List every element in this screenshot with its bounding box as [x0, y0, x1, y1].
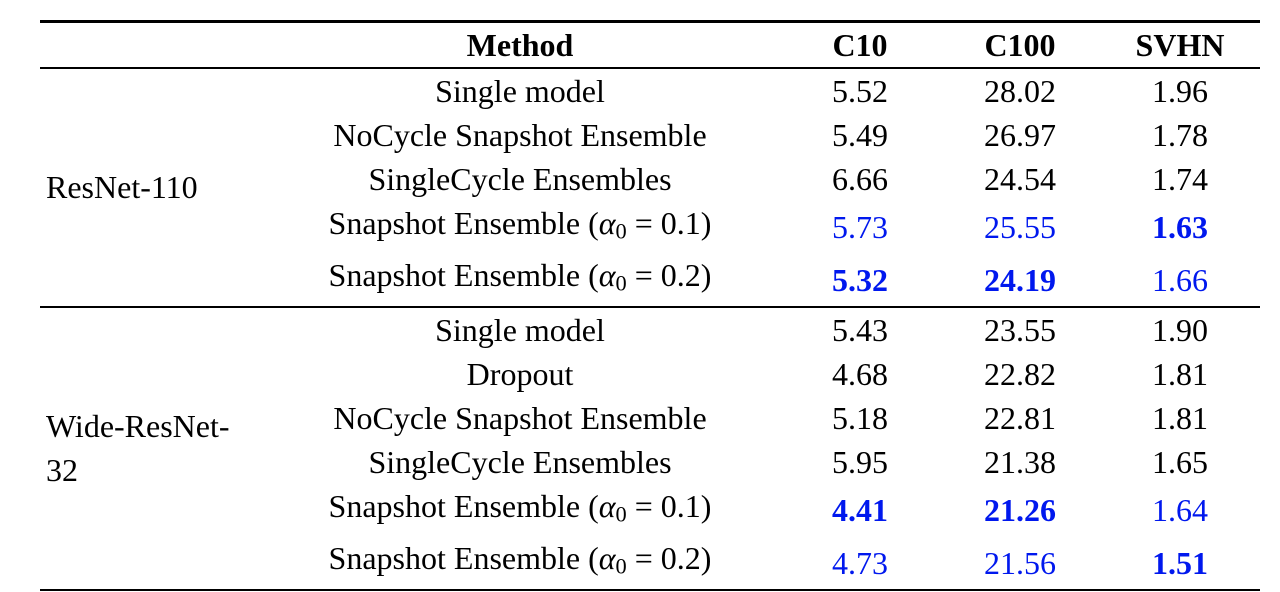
- cell-c100: 28.02: [940, 68, 1100, 113]
- method-label: Single model: [260, 68, 780, 113]
- cell-svhn: 1.90: [1100, 307, 1260, 352]
- cell-svhn: 1.74: [1100, 157, 1260, 201]
- method-label: Snapshot Ensemble (α0 = 0.1): [260, 484, 780, 536]
- cell-c100: 21.26: [940, 484, 1100, 536]
- model-label: Wide-ResNet-32: [40, 307, 260, 590]
- cell-c100: 21.38: [940, 440, 1100, 484]
- cell-svhn: 1.63: [1100, 201, 1260, 253]
- cell-svhn: 1.64: [1100, 484, 1260, 536]
- cell-c100: 26.97: [940, 113, 1100, 157]
- method-label: Dropout: [260, 352, 780, 396]
- bottom-rule: [40, 590, 1260, 591]
- header-blank: [40, 22, 260, 69]
- cell-svhn: 1.81: [1100, 396, 1260, 440]
- cell-svhn: 1.81: [1100, 352, 1260, 396]
- table-row: ResNet-110Single model5.5228.021.96: [40, 68, 1260, 113]
- method-label: Snapshot Ensemble (α0 = 0.2): [260, 536, 780, 589]
- header-method: Method: [260, 22, 780, 69]
- cell-c100: 24.19: [940, 253, 1100, 306]
- cell-svhn: 1.65: [1100, 440, 1260, 484]
- cell-c10: 4.73: [780, 536, 940, 589]
- header-c100: C100: [940, 22, 1100, 69]
- header-c10: C10: [780, 22, 940, 69]
- cell-c10: 5.18: [780, 396, 940, 440]
- cell-c10: 4.68: [780, 352, 940, 396]
- cell-c10: 5.52: [780, 68, 940, 113]
- results-table: Method C10 C100 SVHN ResNet-110Single mo…: [40, 20, 1260, 591]
- cell-svhn: 1.96: [1100, 68, 1260, 113]
- cell-c10: 5.73: [780, 201, 940, 253]
- cell-c100: 21.56: [940, 536, 1100, 589]
- method-label: Single model: [260, 307, 780, 352]
- cell-c10: 6.66: [780, 157, 940, 201]
- method-label: Snapshot Ensemble (α0 = 0.1): [260, 201, 780, 253]
- cell-c100: 22.81: [940, 396, 1100, 440]
- method-label: Snapshot Ensemble (α0 = 0.2): [260, 253, 780, 306]
- cell-c10: 5.32: [780, 253, 940, 306]
- method-label: NoCycle Snapshot Ensemble: [260, 113, 780, 157]
- cell-c100: 22.82: [940, 352, 1100, 396]
- cell-svhn: 1.66: [1100, 253, 1260, 306]
- model-label: ResNet-110: [40, 68, 260, 307]
- cell-c10: 5.49: [780, 113, 940, 157]
- method-label: NoCycle Snapshot Ensemble: [260, 396, 780, 440]
- cell-c100: 24.54: [940, 157, 1100, 201]
- cell-c10: 5.43: [780, 307, 940, 352]
- method-label: SingleCycle Ensembles: [260, 440, 780, 484]
- cell-c100: 25.55: [940, 201, 1100, 253]
- table-row: Wide-ResNet-32Single model5.4323.551.90: [40, 307, 1260, 352]
- method-label: SingleCycle Ensembles: [260, 157, 780, 201]
- cell-c10: 5.95: [780, 440, 940, 484]
- header-svhn: SVHN: [1100, 22, 1260, 69]
- header-row: Method C10 C100 SVHN: [40, 22, 1260, 69]
- cell-svhn: 1.78: [1100, 113, 1260, 157]
- cell-svhn: 1.51: [1100, 536, 1260, 589]
- cell-c100: 23.55: [940, 307, 1100, 352]
- table-container: Method C10 C100 SVHN ResNet-110Single mo…: [0, 0, 1280, 566]
- cell-c10: 4.41: [780, 484, 940, 536]
